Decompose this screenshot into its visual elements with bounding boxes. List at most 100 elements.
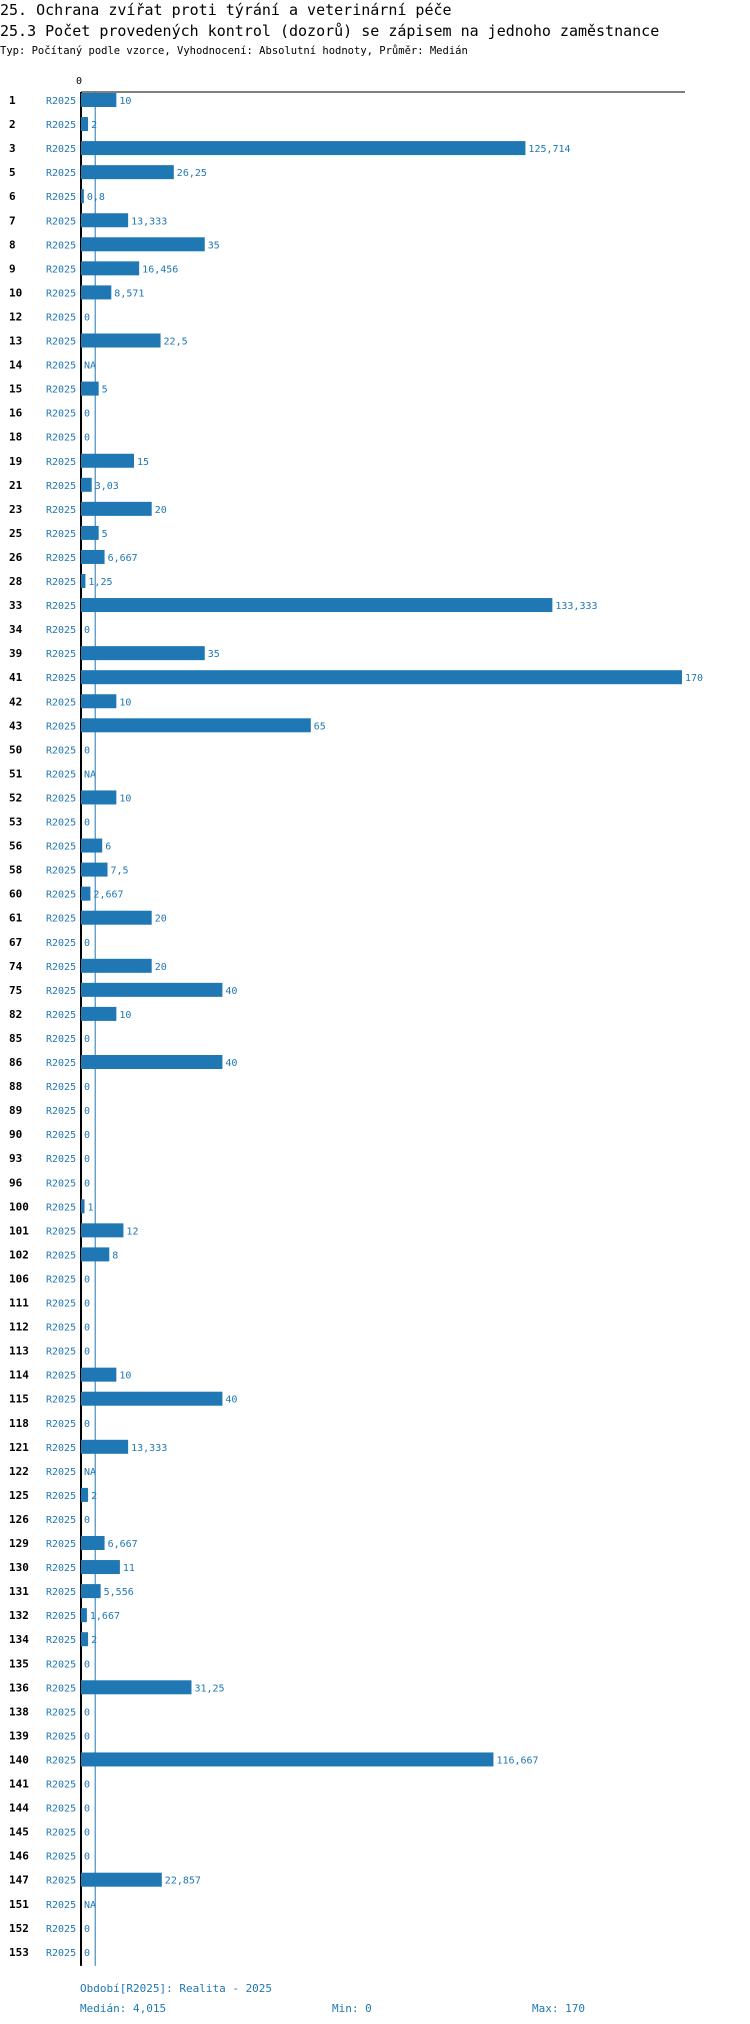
row-id-label: 61 bbox=[9, 912, 23, 925]
series-label: R2025 bbox=[46, 818, 76, 829]
value-label: 10 bbox=[119, 1010, 131, 1021]
series-label: R2025 bbox=[46, 1034, 76, 1045]
value-label: 6 bbox=[105, 842, 111, 853]
value-label: 125,714 bbox=[528, 144, 570, 155]
row-id-label: 151 bbox=[9, 1898, 29, 1911]
row-id-label: 58 bbox=[9, 864, 22, 877]
row-id-label: 89 bbox=[9, 1104, 22, 1117]
series-label: R2025 bbox=[46, 529, 76, 540]
series-label: R2025 bbox=[46, 1635, 76, 1646]
row-id-label: 8 bbox=[9, 238, 16, 251]
value-label: 0 bbox=[84, 1130, 90, 1141]
value-label: 0 bbox=[84, 1178, 90, 1189]
value-label: 3,03 bbox=[95, 481, 119, 492]
value-label: 10 bbox=[119, 1371, 131, 1382]
series-label: R2025 bbox=[46, 1226, 76, 1237]
series-label: R2025 bbox=[46, 842, 76, 853]
bar bbox=[81, 1006, 117, 1021]
bar bbox=[81, 525, 99, 540]
series-label: R2025 bbox=[46, 1948, 76, 1959]
bar bbox=[81, 670, 682, 685]
bar bbox=[81, 694, 117, 709]
series-label: R2025 bbox=[46, 1371, 76, 1382]
series-label: R2025 bbox=[46, 1058, 76, 1069]
row-id-label: 10 bbox=[9, 286, 22, 299]
value-label: 26,25 bbox=[177, 168, 207, 179]
series-label: R2025 bbox=[46, 1491, 76, 1502]
row-id-label: 60 bbox=[9, 888, 22, 901]
bar bbox=[81, 285, 112, 300]
value-label: 1 bbox=[88, 1202, 94, 1213]
row-id-label: 136 bbox=[9, 1681, 29, 1694]
series-label: R2025 bbox=[46, 1804, 76, 1815]
value-label: NA bbox=[84, 769, 96, 780]
value-label: 8 bbox=[112, 1250, 118, 1261]
value-label: 0 bbox=[84, 1924, 90, 1935]
row-id-label: 75 bbox=[9, 984, 22, 997]
row-id-label: 126 bbox=[9, 1513, 29, 1526]
value-label: 35 bbox=[208, 649, 220, 660]
value-label: 0 bbox=[84, 1804, 90, 1815]
value-label: 0 bbox=[84, 1731, 90, 1742]
series-label: R2025 bbox=[46, 1563, 76, 1574]
bar bbox=[81, 862, 108, 877]
series-label: R2025 bbox=[46, 914, 76, 925]
series-label: R2025 bbox=[46, 120, 76, 131]
value-label: 133,333 bbox=[555, 601, 597, 612]
bar bbox=[81, 838, 103, 853]
series-label: R2025 bbox=[46, 361, 76, 372]
row-id-label: 28 bbox=[9, 575, 22, 588]
value-label: 0 bbox=[84, 1659, 90, 1670]
row-id-label: 113 bbox=[9, 1345, 29, 1358]
value-label: 0 bbox=[84, 1299, 90, 1310]
chart-title: 25. Ochrana zvířat proti týrání a veteri… bbox=[0, 1, 452, 19]
value-label: 65 bbox=[314, 721, 326, 732]
value-label: 20 bbox=[155, 914, 167, 925]
value-label: 0 bbox=[84, 818, 90, 829]
series-label: R2025 bbox=[46, 577, 76, 588]
bar bbox=[81, 1584, 101, 1599]
bar bbox=[81, 237, 205, 252]
bar bbox=[81, 1752, 494, 1767]
row-id-label: 12 bbox=[9, 310, 22, 323]
value-label: 40 bbox=[225, 1058, 237, 1069]
value-label: 1,25 bbox=[88, 577, 112, 588]
series-label: R2025 bbox=[46, 1900, 76, 1911]
chart-subtitle: 25.3 Počet provedených kontrol (dozorů) … bbox=[0, 22, 660, 40]
row-id-label: 153 bbox=[9, 1946, 29, 1959]
series-label: R2025 bbox=[46, 1419, 76, 1430]
series-label: R2025 bbox=[46, 1587, 76, 1598]
series-label: R2025 bbox=[46, 1178, 76, 1189]
value-label: 0 bbox=[84, 1707, 90, 1718]
series-label: R2025 bbox=[46, 1082, 76, 1093]
value-label: 0 bbox=[84, 1419, 90, 1430]
row-id-label: 122 bbox=[9, 1465, 29, 1478]
row-id-label: 7 bbox=[9, 214, 16, 227]
value-label: 7,5 bbox=[111, 866, 129, 877]
series-label: R2025 bbox=[46, 1347, 76, 1358]
value-label: 1,667 bbox=[90, 1611, 120, 1622]
series-label: R2025 bbox=[46, 1443, 76, 1454]
bar bbox=[81, 1439, 129, 1454]
series-label: R2025 bbox=[46, 986, 76, 997]
value-label: 40 bbox=[225, 986, 237, 997]
footer-max: Max: 170 bbox=[532, 2002, 585, 2015]
value-label: 0 bbox=[84, 1515, 90, 1526]
series-label: R2025 bbox=[46, 1755, 76, 1766]
value-label: 40 bbox=[225, 1395, 237, 1406]
bar bbox=[81, 1487, 89, 1502]
value-label: 2 bbox=[91, 1491, 97, 1502]
value-label: 6,667 bbox=[108, 553, 138, 564]
row-id-label: 86 bbox=[9, 1056, 23, 1069]
row-id-label: 9 bbox=[9, 262, 16, 275]
row-id-label: 15 bbox=[9, 383, 22, 396]
row-id-label: 106 bbox=[9, 1272, 29, 1285]
row-id-label: 5 bbox=[9, 166, 16, 179]
value-label: 0 bbox=[84, 1780, 90, 1791]
row-id-label: 145 bbox=[9, 1826, 29, 1839]
bar bbox=[81, 886, 91, 901]
value-label: 2 bbox=[91, 120, 97, 131]
value-label: 10 bbox=[119, 793, 131, 804]
row-id-label: 135 bbox=[9, 1657, 29, 1670]
series-label: R2025 bbox=[46, 649, 76, 660]
